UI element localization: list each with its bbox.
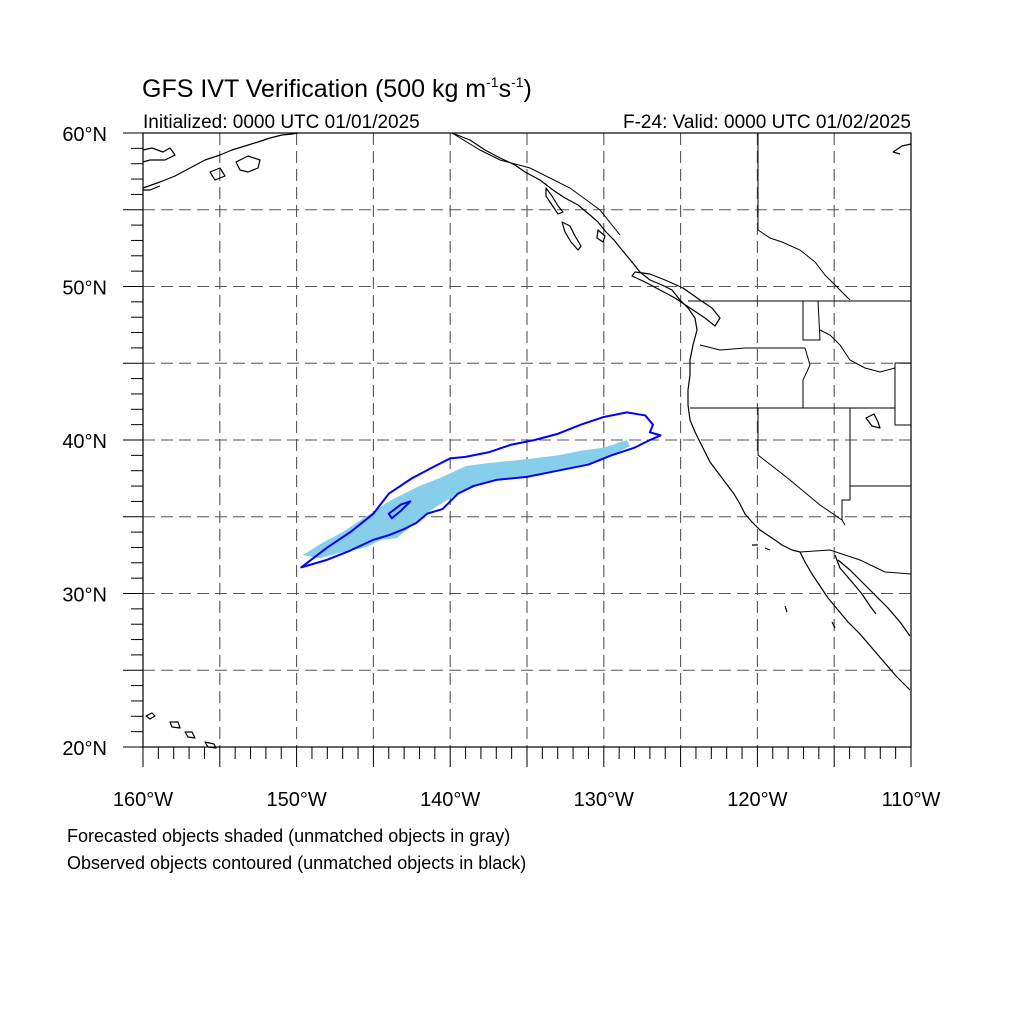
coast-islands-ca xyxy=(752,544,836,629)
init-time-label: Initialized: 0000 UTC 01/01/2025 xyxy=(143,112,420,133)
y-tick-label: 50°N xyxy=(62,278,107,300)
legend-note-observed: Observed objects contoured (unmatched ob… xyxy=(67,853,527,873)
border-alaska-canada xyxy=(451,132,851,301)
border-or-id xyxy=(802,347,811,408)
coast-hudson-corner xyxy=(892,143,912,155)
x-tick-label: 120°W xyxy=(727,789,787,811)
border-ca-nv xyxy=(757,408,843,521)
x-tick-label: 160°W xyxy=(113,789,173,811)
x-tick-label: 150°W xyxy=(266,789,326,811)
observed-contour xyxy=(300,411,662,569)
valid-time-label: F-24: Valid: 0000 UTC 01/02/2025 xyxy=(623,112,911,133)
axis-ticks xyxy=(123,132,912,767)
coastlines xyxy=(142,132,912,749)
legend-note-forecast: Forecasted objects shaded (unmatched obj… xyxy=(67,826,511,846)
border-wy xyxy=(894,362,911,426)
coast-mexico-mainland xyxy=(837,559,911,637)
border-id-mt xyxy=(802,300,896,373)
y-tick-label: 20°N xyxy=(62,738,107,760)
coast-bc-islands xyxy=(545,187,721,327)
coast-kodiak xyxy=(235,155,261,173)
coast-hawaii xyxy=(145,712,217,749)
observed-ivt-contours xyxy=(300,411,662,569)
border-us-mexico xyxy=(799,549,912,575)
x-tick-label: 140°W xyxy=(420,789,480,811)
y-tick-label: 60°N xyxy=(62,124,107,146)
y-tick-label: 30°N xyxy=(62,585,107,607)
coast-alaska xyxy=(142,132,299,191)
forecast-ivt-object xyxy=(302,440,630,559)
grid-lines xyxy=(143,133,911,747)
border-wa-or xyxy=(699,344,805,351)
border-nv-ut-az xyxy=(841,408,911,526)
coast-kenai xyxy=(209,167,226,181)
coast-us-west xyxy=(687,317,801,553)
coast-panhandle xyxy=(451,132,696,319)
x-tick-label: 130°W xyxy=(574,789,634,811)
observed-contour xyxy=(387,500,412,520)
political-borders xyxy=(451,132,912,575)
map-title: GFS IVT Verification (500 kg m-1s-1) xyxy=(142,74,532,103)
x-tick-label: 110°W xyxy=(882,789,941,811)
y-tick-label: 40°N xyxy=(62,431,107,453)
axis-tick-labels: 160°W 150°W 140°W 130°W 120°W 110°W 60°N 50°N 40… xyxy=(62,124,940,811)
lake-salt xyxy=(865,413,881,429)
coast-baja xyxy=(799,551,911,691)
